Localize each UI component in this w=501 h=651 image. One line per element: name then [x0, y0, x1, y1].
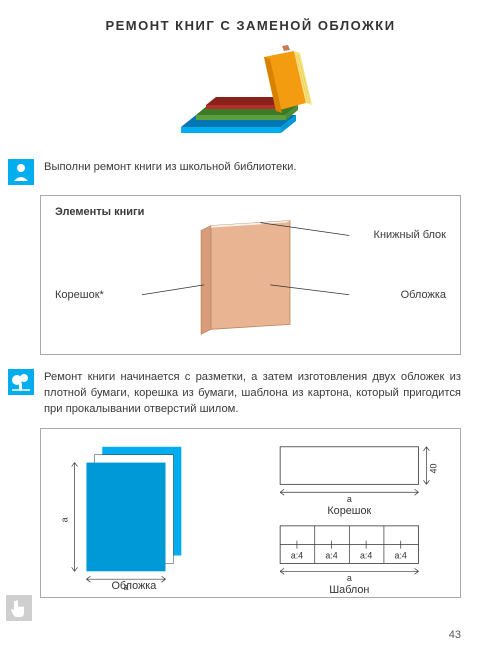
caption-spine: Корешок — [327, 505, 371, 517]
hand-tap-icon — [6, 595, 32, 621]
frame1-heading: Элементы книги — [55, 206, 144, 218]
hero-illustration — [40, 45, 461, 145]
diagram-book-elements: Элементы книги Книжный блок Обложка Коре… — [40, 195, 461, 355]
templates-svg: а а а 40 — [41, 429, 460, 597]
task-1-text: Выполни ремонт книги из школьной библиот… — [44, 159, 297, 175]
book-elements-svg — [41, 196, 460, 354]
dim-template-w: а — [347, 573, 352, 583]
page-title: РЕМОНТ КНИГ С ЗАМЕНОЙ ОБЛОЖКИ — [40, 18, 461, 33]
dim-a4-3: а:4 — [360, 550, 372, 560]
task-1-block: Выполни ремонт книги из школьной библиот… — [40, 159, 461, 185]
dim-cover-v: а — [60, 517, 70, 522]
label-cover: Обложка — [401, 289, 446, 301]
dim-a4-4: а:4 — [395, 550, 407, 560]
tree-icon — [8, 369, 34, 395]
dim-a4-1: а:4 — [291, 550, 303, 560]
caption-cover: Обложка — [111, 580, 157, 592]
task-2-block: Ремонт книги начинается с разметки, а за… — [40, 369, 461, 418]
person-icon — [8, 159, 34, 185]
dim-a4-2: а:4 — [325, 550, 337, 560]
caption-template: Шаблон — [329, 584, 369, 596]
page-number: 43 — [449, 629, 461, 641]
dim-spine-w: а — [347, 494, 352, 504]
diagram-templates: а а а 40 — [40, 428, 461, 598]
books-stack-icon — [166, 45, 336, 145]
dim-spine-h: 40 — [428, 463, 438, 473]
label-block: Книжный блок — [374, 229, 446, 241]
task-2-text: Ремонт книги начинается с разметки, а за… — [44, 369, 461, 418]
label-spine: Корешок* — [55, 289, 104, 301]
